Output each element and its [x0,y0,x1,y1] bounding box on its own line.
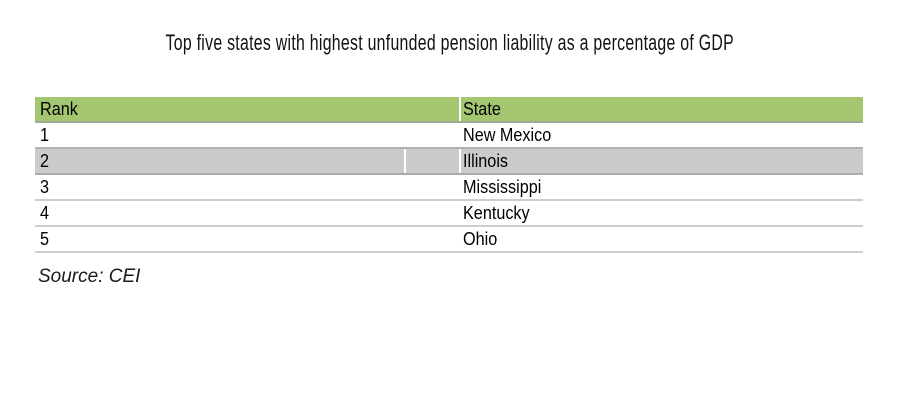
spacer-cell [404,227,459,251]
rank-value: 4 [40,203,50,223]
header-cell-rank: Rank [35,97,459,121]
rank-cell: 5 [35,227,404,251]
rank-cell: 3 [35,175,404,199]
table-row-highlighted: 2 Illinois [35,149,863,175]
table-header-row: Rank State [35,97,863,123]
state-value: Kentucky [463,203,530,223]
state-cell: Illinois [459,149,863,173]
source-note: Source: CEI [38,266,140,288]
rank-cell: 2 [35,149,404,173]
state-cell: Ohio [459,227,863,251]
state-cell: Mississippi [459,175,863,199]
state-value: Mississippi [463,177,542,197]
spacer-cell [404,175,459,199]
rank-cell: 1 [35,123,404,147]
table-row: 5 Ohio [35,227,863,253]
header-rank-label: Rank [40,99,78,119]
state-value: Ohio [463,229,498,249]
header-state-label: State [463,99,501,119]
rank-value: 1 [40,125,50,145]
rank-value: 2 [40,151,50,171]
pension-liability-table: Rank State 1 New Mexico 2 Illinois 3 Mis… [35,97,863,253]
rank-value: 3 [40,177,50,197]
state-value: Illinois [463,151,509,171]
page-title: Top five states with highest unfunded pe… [0,31,900,55]
state-cell: Kentucky [459,201,863,225]
rank-cell: 4 [35,201,404,225]
state-value: New Mexico [463,125,552,145]
spacer-cell [404,149,459,173]
spacer-cell [404,123,459,147]
state-cell: New Mexico [459,123,863,147]
rank-value: 5 [40,229,50,249]
spacer-cell [404,201,459,225]
source-text: Source: CEI [38,266,141,287]
table-row: 4 Kentucky [35,201,863,227]
table-row: 1 New Mexico [35,123,863,149]
table-row: 3 Mississippi [35,175,863,201]
header-cell-state: State [459,97,863,121]
page-title-text: Top five states with highest unfunded pe… [165,30,735,55]
